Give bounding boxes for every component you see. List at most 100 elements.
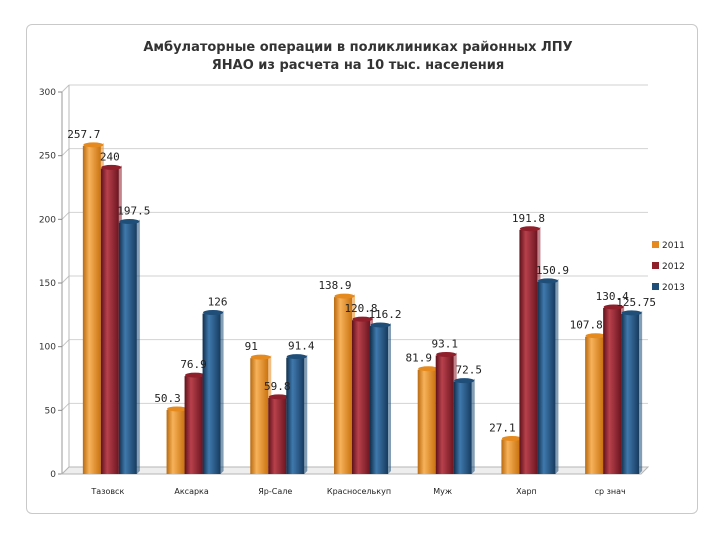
bar-body: [352, 320, 370, 474]
gridline-depth: [61, 402, 70, 411]
bar-top: [537, 278, 558, 284]
bar-2013-0: [118, 219, 140, 474]
legend-label-2011: 2011: [662, 241, 685, 251]
y-tick-label: 250: [39, 152, 56, 162]
data-label: 116.2: [368, 308, 401, 321]
bar-top: [185, 372, 206, 378]
legend-swatch-2013: [652, 283, 659, 290]
bar-top: [519, 226, 540, 232]
bar-side: [388, 323, 391, 474]
bar-2013-1: [202, 310, 224, 474]
category-labels: Тазовск Аксарка Яр-Сале Красноселькуп Муж Хар…: [90, 487, 625, 496]
bar-body: [250, 358, 269, 474]
bar-top: [603, 304, 624, 310]
data-label: 27.1: [489, 421, 516, 434]
bar-2011-5: [501, 435, 523, 474]
bar-body: [118, 222, 137, 474]
bar-body: [286, 357, 305, 474]
bar-top: [101, 164, 122, 170]
gridline-depth: [61, 275, 70, 284]
bar-2011-1: [166, 406, 188, 474]
category-label: Харп: [516, 487, 537, 496]
bar-body: [184, 376, 203, 474]
bar-body: [435, 355, 454, 474]
bar-top: [352, 316, 373, 322]
data-label: 81.9: [405, 352, 432, 365]
bar-top: [418, 366, 439, 372]
bar-top: [621, 310, 642, 316]
category-label: Яр-Сале: [258, 487, 292, 496]
data-label: 138.9: [318, 279, 351, 292]
data-label: 125.75: [616, 296, 656, 309]
bar-body: [453, 381, 472, 474]
bar-body: [603, 307, 622, 474]
data-label: 91: [245, 340, 258, 353]
bar-top: [83, 142, 104, 148]
y-tick-labels: 0 50 100 150 200 250 300: [39, 88, 56, 480]
bar-top: [167, 406, 188, 412]
bar-body: [82, 145, 101, 474]
bar-top: [585, 333, 606, 339]
data-label: 72.5: [455, 364, 482, 377]
bars: [82, 142, 643, 474]
data-label: 76.9: [180, 358, 207, 371]
bar-top: [370, 322, 391, 328]
data-label: 150.9: [536, 264, 569, 277]
legend-swatch-2011: [652, 241, 659, 248]
bar-top: [119, 219, 140, 225]
bar-2011-4: [417, 366, 439, 474]
category-label: Красноселькуп: [327, 487, 391, 496]
bar-top: [203, 310, 224, 316]
bar-body: [417, 369, 436, 474]
bar-2011-6: [585, 333, 607, 474]
y-tick-label: 50: [45, 406, 57, 416]
bar-2012-4: [435, 351, 457, 474]
bar-body: [268, 397, 287, 474]
bar-body: [334, 297, 352, 474]
bar-body: [370, 326, 388, 474]
gridline-depth: [61, 211, 70, 220]
legend-label-2012: 2012: [662, 262, 685, 272]
data-label: 197.5: [117, 205, 150, 218]
bar-body: [519, 229, 538, 474]
bar-body: [166, 409, 185, 474]
bar-body: [621, 313, 640, 474]
bar-body: [585, 336, 604, 474]
gridline-depth: [61, 148, 70, 157]
data-label: 59.8: [264, 380, 291, 393]
bar-2011-0: [82, 142, 104, 474]
y-tick-label: 150: [39, 279, 56, 289]
bar-top: [501, 435, 522, 441]
category-label: ср знач: [595, 487, 626, 496]
data-label: 50.3: [154, 392, 181, 405]
bar-side: [136, 219, 140, 474]
data-label: 93.1: [431, 337, 458, 350]
data-label: 257.7: [67, 128, 100, 141]
bar-2012-2: [268, 394, 290, 474]
data-label: 191.8: [512, 212, 545, 225]
data-label: 107.8: [570, 319, 603, 332]
bar-2011-2: [250, 354, 272, 474]
bar-side: [304, 354, 308, 474]
y-tick-label: 100: [39, 343, 56, 353]
bar-2012-3: [352, 316, 373, 474]
data-label: 126: [208, 296, 228, 309]
category-label: Муж: [433, 487, 452, 496]
bar-2013-4: [453, 378, 475, 474]
chart-title-line-2: ЯНАО из расчета на 10 тыс. населения: [212, 58, 505, 73]
bar-side: [220, 310, 224, 474]
bar-top: [436, 351, 457, 357]
bar-2013-2: [286, 354, 308, 474]
bar-2012-1: [184, 372, 206, 474]
bar-body: [501, 439, 520, 474]
bar-top: [268, 394, 289, 400]
bar-body: [202, 313, 221, 474]
bar-2013-6: [621, 310, 643, 474]
bar-side: [555, 278, 559, 474]
data-label: 120.8: [344, 302, 377, 315]
bar-body: [537, 281, 556, 474]
bar-top: [286, 354, 307, 360]
category-label: Аксарка: [174, 487, 209, 496]
